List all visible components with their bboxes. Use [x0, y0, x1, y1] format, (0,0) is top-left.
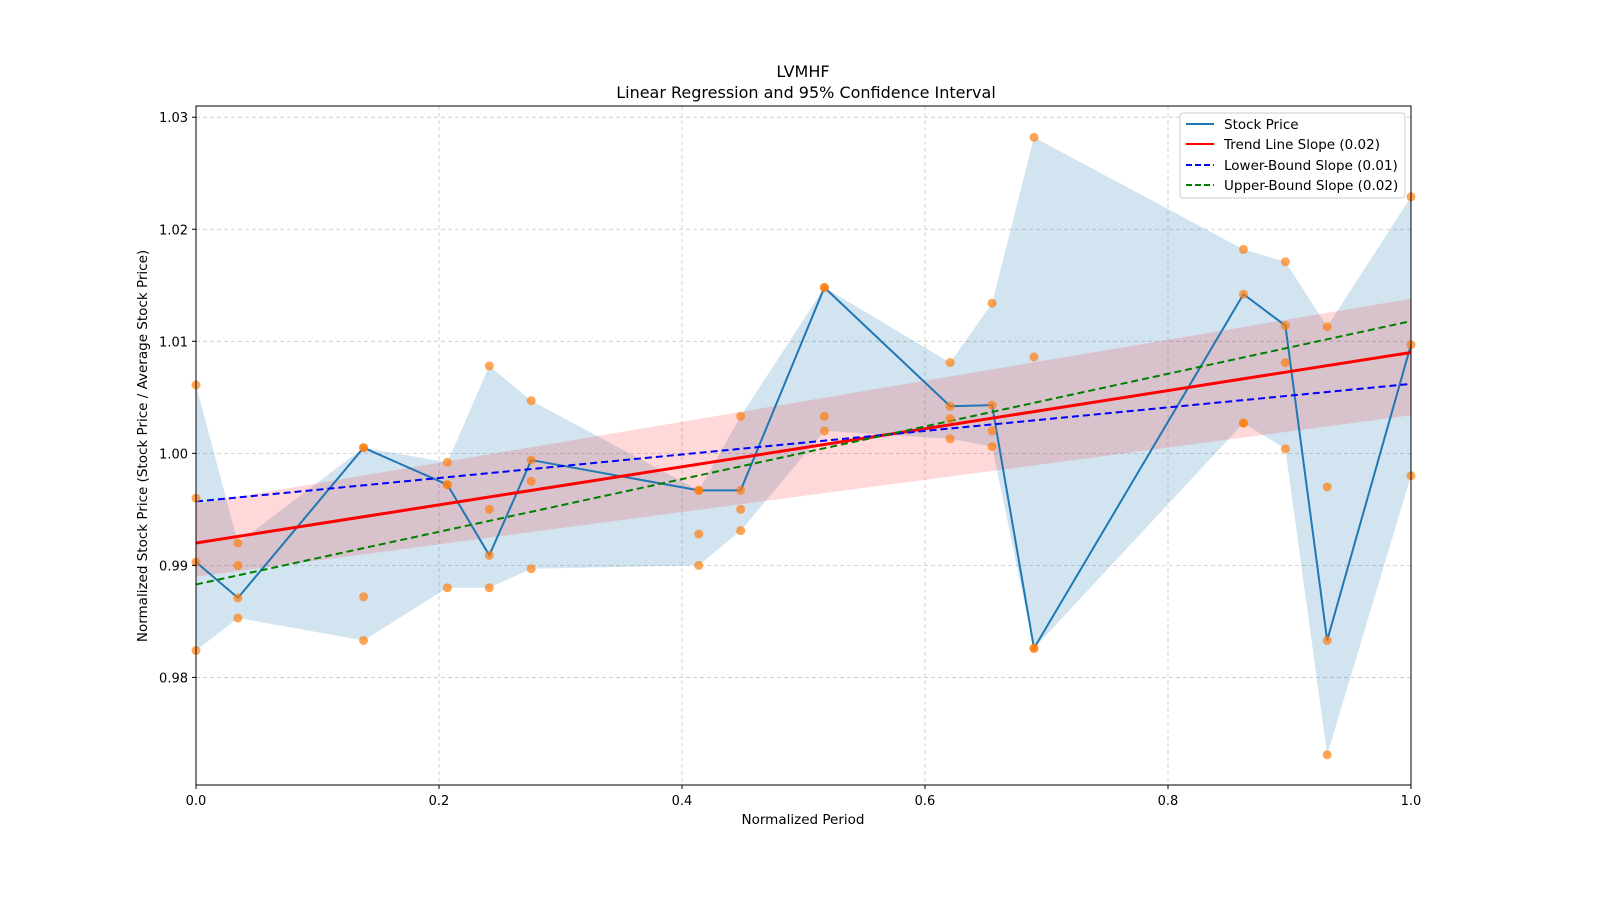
scatter-point [736, 526, 746, 536]
trend-line [195, 351, 1412, 545]
scatter-point [526, 455, 536, 465]
scatter-point [1029, 643, 1039, 653]
scatter-point [1238, 418, 1248, 428]
scatter-point [694, 560, 704, 570]
chart-subtitle: Linear Regression and 95% Confidence Int… [616, 83, 996, 102]
legend-item-lower: Lower-Bound Slope (0.01) [1186, 158, 1398, 174]
scatter-point [526, 476, 536, 486]
y-tick-label: 0.98 [159, 671, 188, 686]
scatter-point [484, 361, 494, 371]
y-tick-label: 1.02 [159, 223, 188, 238]
scatter-point [233, 613, 243, 623]
legend-item-stock-price: Stock Price [1186, 117, 1299, 133]
scatter-point [945, 358, 955, 368]
y-tick-label: 1.03 [159, 111, 188, 126]
scatter-point [987, 298, 997, 308]
scatter-point [526, 564, 536, 574]
series-lines [195, 285, 1412, 652]
scatter-point [359, 592, 369, 602]
scatter-point [1280, 444, 1290, 454]
x-tick-label: 0.2 [429, 794, 450, 809]
scatter-point [1238, 244, 1248, 254]
legend-label-upper: Upper-Bound Slope (0.02) [1224, 178, 1398, 194]
scatter-point [736, 411, 746, 421]
scatter-point [987, 400, 997, 410]
scatter-point [1322, 482, 1332, 492]
scatter-point [819, 283, 829, 293]
scatter-point [1029, 352, 1039, 362]
scatter-point [484, 550, 494, 560]
scatter-point [526, 396, 536, 406]
scatter-point [736, 504, 746, 514]
scatter-point [233, 538, 243, 548]
lower-bound-line [195, 382, 1412, 503]
legend-item-upper: Upper-Bound Slope (0.02) [1186, 178, 1398, 194]
scatter-point [945, 414, 955, 424]
y-tick-label: 0.99 [159, 559, 188, 574]
scatter-point [1322, 750, 1332, 760]
legend-item-trend: Trend Line Slope (0.02) [1186, 137, 1380, 153]
upper-bound-line [195, 320, 1412, 586]
scatter-point [694, 485, 704, 495]
x-tick-label: 0.8 [1158, 794, 1179, 809]
scatter-point [442, 480, 452, 490]
scatter-point [945, 434, 955, 444]
scatter-point [233, 593, 243, 603]
scatter-point [1280, 358, 1290, 368]
y-tick-label: 1.01 [159, 335, 188, 350]
scatter-point [359, 635, 369, 645]
y-tick-label: 1.00 [159, 447, 188, 462]
scatter-point [233, 560, 243, 570]
scatter-point [1280, 321, 1290, 331]
scatter-point [1029, 132, 1039, 142]
scatter-point [1322, 322, 1332, 332]
x-axis-label: Normalized Period [742, 812, 865, 828]
plot-frame [195, 105, 1412, 786]
scatter-point [694, 529, 704, 539]
scatter-point [945, 401, 955, 411]
scatter-point [819, 426, 829, 436]
scatter-point [484, 583, 494, 593]
scatter-point [442, 583, 452, 593]
stock-price-line [195, 285, 1412, 652]
x-tick-label: 1.0 [1401, 794, 1422, 809]
scatter-point [442, 457, 452, 467]
confidence-interval-band [196, 298, 1411, 577]
legend: Stock Price Trend Line Slope (0.02) Lowe… [1179, 112, 1406, 199]
scatter-point [819, 411, 829, 421]
price-range-band [196, 137, 1411, 755]
scatter-point [1238, 289, 1248, 299]
scatter-point [736, 485, 746, 495]
x-tick-label: 0.6 [915, 794, 936, 809]
scatter-point [484, 504, 494, 514]
axis-ticks: 0.0 0.2 0.4 0.6 0.8 1.0 0.98 0.99 1.00 1.01 1.02 1.… [159, 111, 1421, 809]
legend-label-lower: Lower-Bound Slope (0.01) [1224, 158, 1398, 174]
scatter-point [359, 443, 369, 453]
scatter-point [1322, 635, 1332, 645]
legend-box [1179, 112, 1406, 199]
scatter-point [1280, 257, 1290, 267]
scatter-point [987, 426, 997, 436]
y-axis-label: Normalized Stock Price (Stock Price / Av… [135, 250, 151, 642]
bands [196, 137, 1411, 755]
scatter-point [987, 442, 997, 452]
legend-label-trend: Trend Line Slope (0.02) [1223, 137, 1380, 153]
x-tick-label: 0.4 [672, 794, 693, 809]
chart-title: LVMHF [776, 62, 829, 81]
legend-label-stock-price: Stock Price [1224, 117, 1299, 133]
x-tick-label: 0.0 [186, 794, 207, 809]
